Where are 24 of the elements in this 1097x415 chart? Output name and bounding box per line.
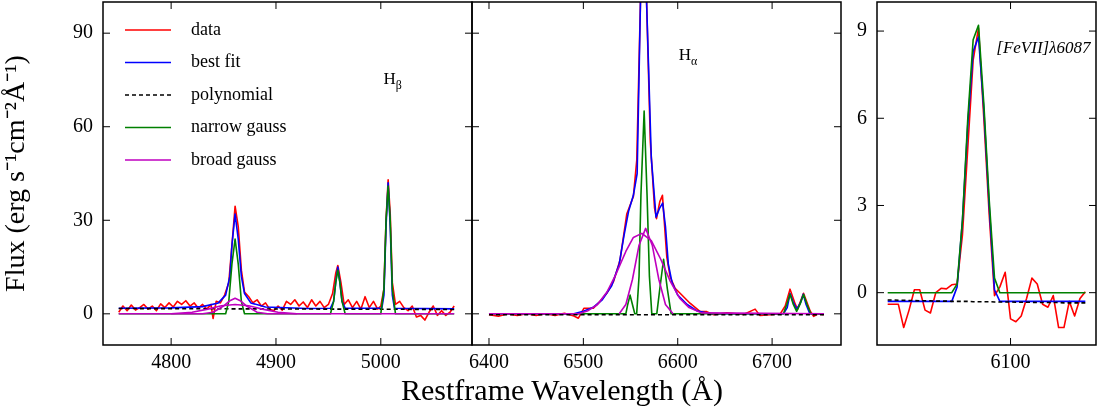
x-tick-label: 4900 xyxy=(255,350,296,373)
legend-label: data xyxy=(191,18,221,39)
y-tick-label: 0 xyxy=(83,301,93,324)
legend-label: best fit xyxy=(191,51,241,72)
x-tick-label: 5000 xyxy=(360,350,401,373)
x-tick-label: 4800 xyxy=(151,350,192,373)
legend-label: polynomial xyxy=(191,83,273,104)
legend-label: broad gauss xyxy=(191,148,277,169)
y-tick-label: 90 xyxy=(73,20,93,43)
x-tick-label: 6600 xyxy=(657,350,698,373)
y-axis-title: Flux (erg s⁻¹cm⁻²Å⁻¹) xyxy=(0,55,31,292)
x-tick-label: 6400 xyxy=(468,350,509,373)
x-axis-title: Restframe Wavelength (Å) xyxy=(400,372,724,408)
legend-label: narrow gauss xyxy=(191,116,287,137)
x-tick-label: 6100 xyxy=(990,350,1031,373)
annotation: [FeVII]λ6087 xyxy=(996,38,1093,58)
y-tick-label: 60 xyxy=(73,113,93,136)
y-tick-label: 3 xyxy=(857,192,867,215)
x-tick-label: 6500 xyxy=(563,350,604,373)
y-tick-label: 30 xyxy=(73,207,93,230)
x-tick-label: 6700 xyxy=(752,350,793,373)
y-tick-label: 9 xyxy=(857,18,867,41)
y-tick-label: 0 xyxy=(857,279,867,302)
y-tick-label: 6 xyxy=(857,105,867,128)
